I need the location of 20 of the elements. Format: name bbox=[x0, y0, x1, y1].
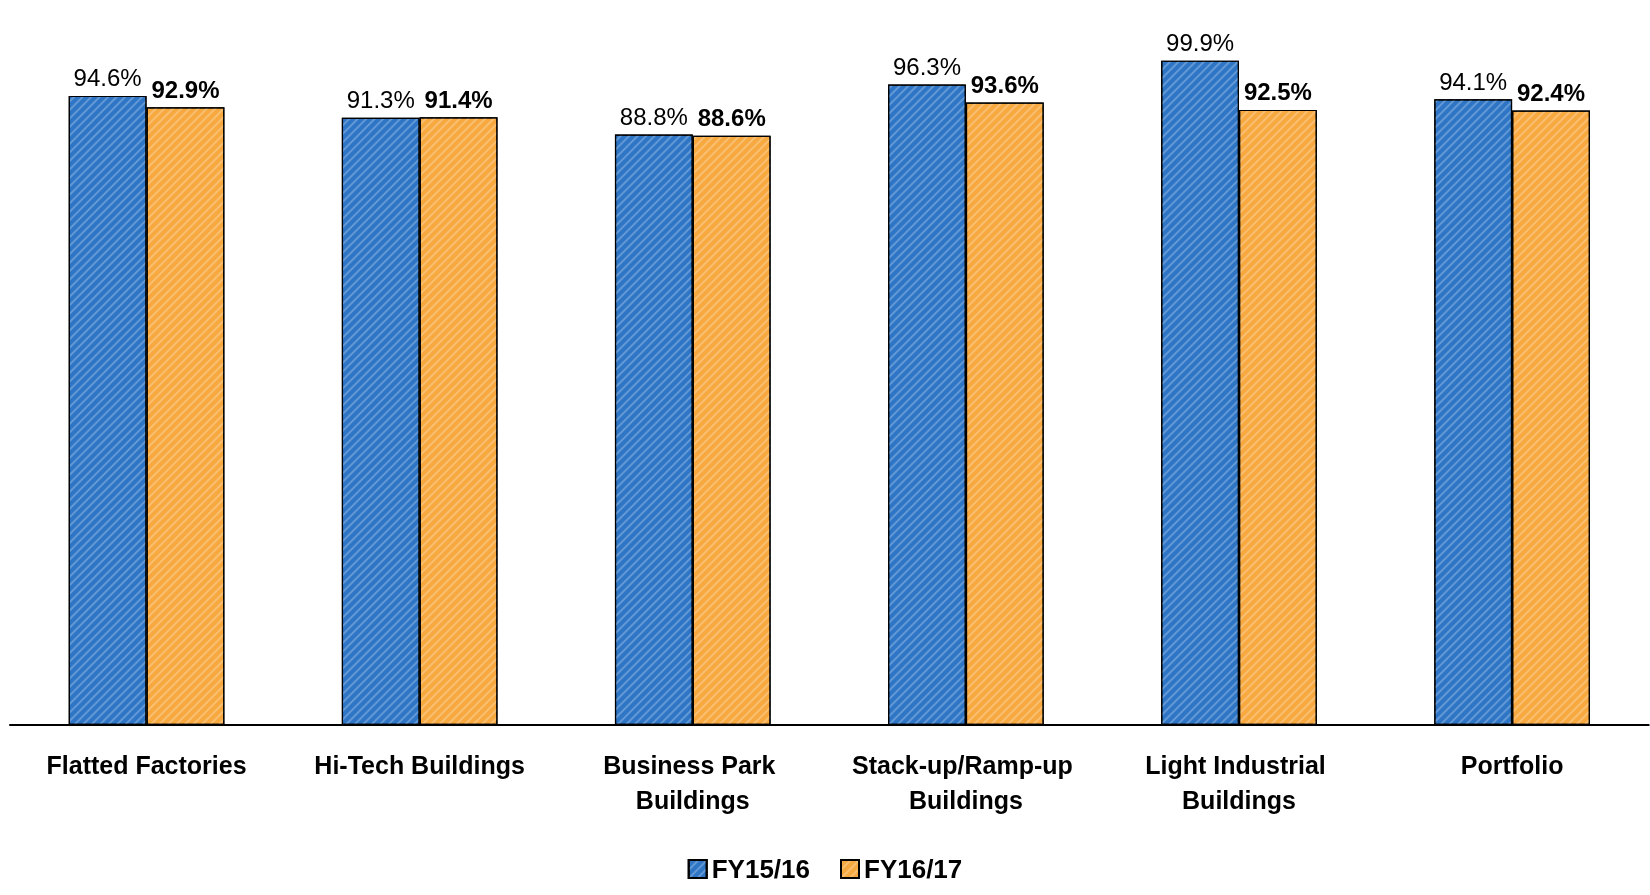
data-label: 92.5% bbox=[1243, 78, 1312, 106]
data-label: 96.3% bbox=[892, 53, 961, 81]
x-tick-label: Portfolio bbox=[1460, 750, 1564, 779]
x-tick-label: Hi-Tech Buildings bbox=[314, 750, 525, 779]
data-label: 91.3% bbox=[346, 86, 415, 114]
data-label: 92.4% bbox=[1517, 79, 1586, 107]
x-tick-label: Flatted Factories bbox=[46, 750, 247, 779]
legend-label: FY15/16 bbox=[711, 854, 811, 884]
data-label: 92.9% bbox=[151, 75, 220, 103]
data-label: 99.9% bbox=[1166, 29, 1235, 57]
x-tick-label: Stack-up/Ramp-up Buildings bbox=[851, 750, 1080, 814]
data-label: 88.6% bbox=[697, 104, 766, 132]
x-tick-label: Business Park Buildings bbox=[603, 750, 783, 814]
legend-label: FY16/17 bbox=[864, 854, 963, 884]
data-label: 88.8% bbox=[619, 102, 688, 130]
data-label: 94.6% bbox=[73, 64, 142, 92]
x-tick-label: Light Industrial Buildings bbox=[1145, 750, 1333, 814]
data-label: 93.6% bbox=[970, 71, 1039, 99]
data-label: 94.1% bbox=[1439, 67, 1508, 95]
data-label: 91.4% bbox=[424, 85, 493, 113]
